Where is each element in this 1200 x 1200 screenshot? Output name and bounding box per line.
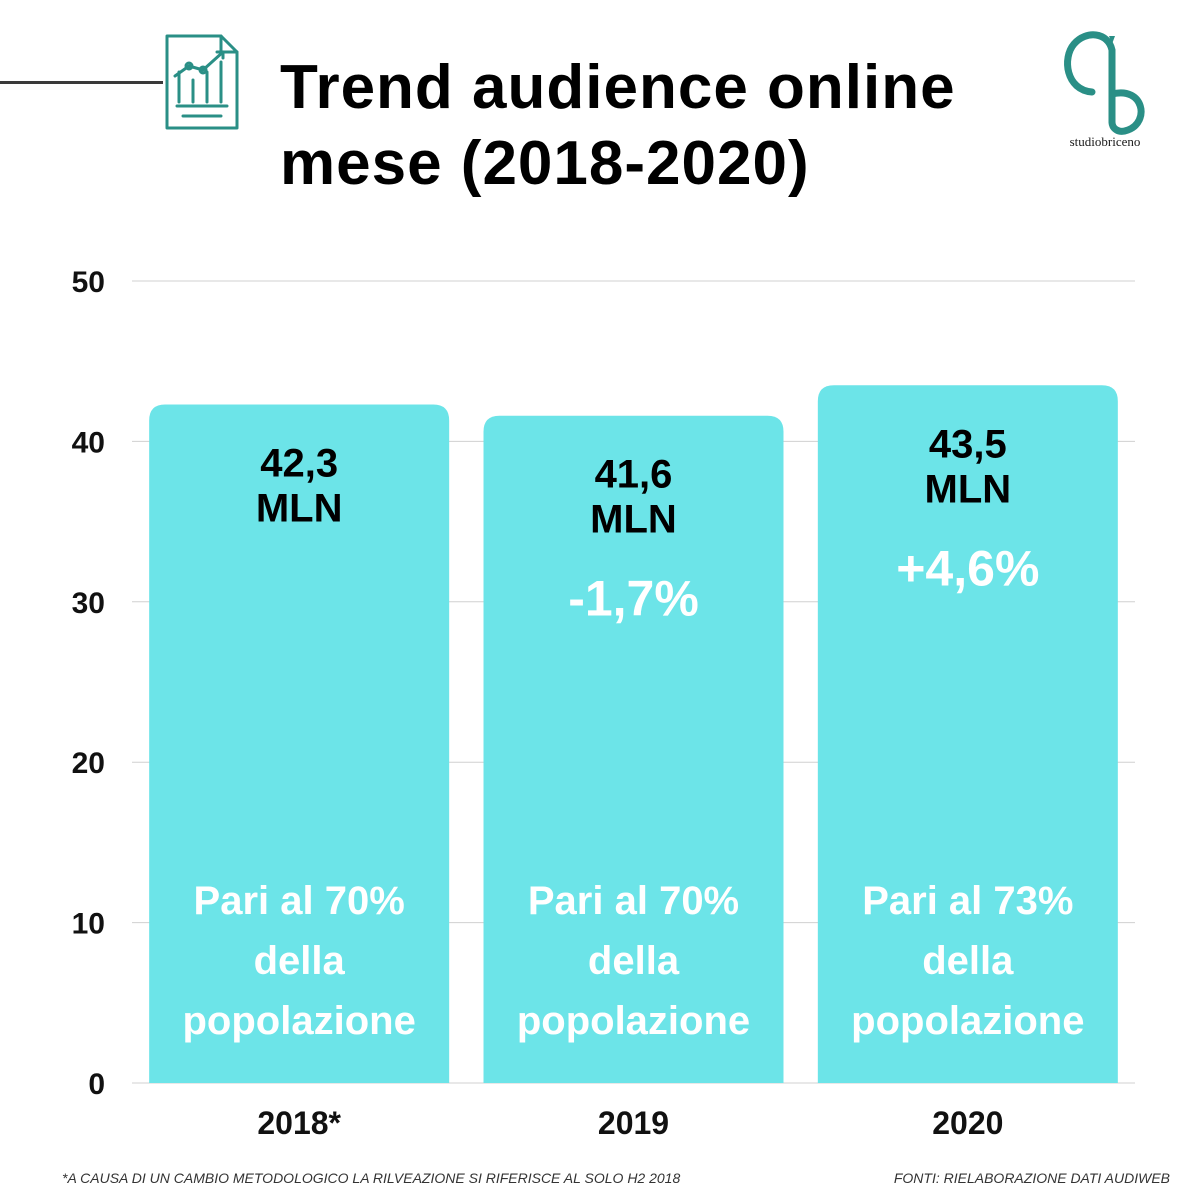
- bar-value-label: 41,6: [595, 453, 673, 497]
- population-note: della: [922, 939, 1014, 983]
- population-note: della: [254, 939, 346, 983]
- title-line-2: mese (2018-2020): [280, 129, 810, 198]
- y-tick-label: 10: [72, 908, 105, 941]
- population-note: popolazione: [183, 999, 416, 1043]
- bar-unit-label: MLN: [590, 498, 677, 542]
- y-tick-label: 0: [88, 1068, 105, 1101]
- title-line-1: Trend audience online: [280, 53, 956, 122]
- population-note: Pari al 70%: [528, 879, 739, 923]
- bar-value-label: 43,5: [929, 422, 1007, 466]
- change-label: -1,7%: [568, 571, 699, 627]
- bar: [149, 404, 450, 1083]
- page-title: Trend audience online mese (2018-2020): [280, 50, 1000, 202]
- bar: [483, 415, 784, 1084]
- x-tick-label: 2020: [932, 1105, 1003, 1141]
- change-label: +4,6%: [896, 540, 1039, 596]
- population-note: Pari al 70%: [194, 879, 405, 923]
- y-tick-label: 50: [72, 266, 105, 299]
- y-tick-label: 40: [72, 426, 105, 459]
- bar-unit-label: MLN: [256, 487, 343, 531]
- studiobriceno-logo: [1064, 31, 1145, 135]
- y-tick-label: 20: [72, 747, 105, 780]
- population-note: Pari al 73%: [862, 879, 1073, 923]
- source-note: FONTI: RIELABORAZIONE DATI AUDIWEB: [893, 1170, 1170, 1186]
- report-chart-icon: [165, 34, 239, 130]
- x-tick-label: 2019: [598, 1105, 669, 1141]
- decorative-line: [0, 81, 163, 84]
- population-note: popolazione: [517, 999, 750, 1043]
- x-tick-label: 2018*: [257, 1105, 341, 1141]
- bar-unit-label: MLN: [925, 467, 1012, 511]
- population-note: della: [588, 939, 680, 983]
- bar: [817, 385, 1118, 1083]
- y-tick-label: 30: [72, 587, 105, 620]
- population-note: popolazione: [851, 999, 1084, 1043]
- bar-value-label: 42,3: [260, 442, 338, 486]
- logo-text: studiobriceno: [1069, 134, 1141, 149]
- footnote: *A CAUSA DI UN CAMBIO METODOLOGICO LA RI…: [62, 1170, 681, 1186]
